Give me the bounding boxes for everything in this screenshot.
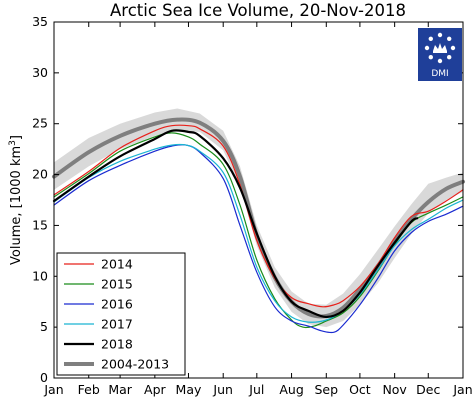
x-tick-label: Jul [248, 382, 264, 397]
plot-frame [53, 21, 464, 379]
x-axis: Jan Feb Mar Apr May Jun Jul Aug Sep Oct Nov Dec Jan [43, 22, 473, 397]
legend-label: 2004-2013 [101, 357, 169, 372]
y-axis-label-end: ] [9, 135, 24, 140]
y-tick-label: 20 [32, 167, 48, 182]
legend: 2014 2015 2016 2017 2018 2004-2013 [56, 252, 186, 376]
crown-icon [433, 43, 447, 53]
logo-dot [437, 32, 443, 38]
legend-items: 2014 2015 2016 2017 2018 2004-2013 [64, 257, 169, 372]
y-tick-label: 5 [40, 319, 48, 334]
y-axis: 0 5 10 15 20 25 30 35 [32, 14, 463, 385]
x-tick-label: Nov [382, 382, 407, 397]
series-line-2017 [53, 143, 464, 323]
logo-dot [447, 55, 452, 60]
legend-label: 2016 [101, 297, 133, 312]
legend-box [56, 252, 186, 376]
legend-label: 2017 [101, 317, 133, 332]
y-axis-label: Volume, [1000 km3] [8, 135, 24, 265]
x-tick-label: Sep [315, 382, 339, 397]
dmi-logo-dots [424, 32, 456, 64]
dmi-logo: DMI [418, 28, 462, 81]
logo-dot [428, 55, 433, 60]
y-axis-label-superscript: 3 [8, 140, 18, 146]
y-axis-label-main: Volume, [1000 km [9, 146, 24, 265]
y-tick-label: 0 [40, 370, 48, 385]
x-tick-label: Mar [108, 382, 132, 397]
y-tick-label: 10 [32, 268, 48, 283]
y-tick-label: 15 [32, 217, 48, 232]
x-tick-label: Jan [43, 382, 63, 397]
y-tick-label: 30 [32, 65, 48, 80]
y-tick-label: 25 [32, 116, 48, 131]
logo-dot [428, 36, 433, 41]
logo-dot [437, 58, 443, 64]
logo-dot [447, 36, 452, 41]
legend-label: 2018 [101, 337, 133, 352]
x-tick-label: Dec [416, 382, 440, 397]
series-line-2018 [52, 129, 419, 319]
x-tick-label: Jan [452, 382, 472, 397]
x-tick-label: Apr [144, 382, 166, 397]
x-tick-label: Oct [349, 382, 371, 397]
x-tick-label: May [176, 382, 202, 397]
legend-label: 2014 [101, 257, 133, 272]
x-tick-label: Feb [78, 382, 100, 397]
logo-dot [424, 45, 430, 51]
series-line-2014 [53, 124, 464, 308]
series-line-2016 [53, 144, 464, 334]
dmi-logo-text: DMI [431, 69, 448, 79]
x-tick-label: Jun [212, 382, 233, 397]
logo-dot [450, 45, 456, 51]
series-layer [52, 117, 465, 334]
legend-label: 2015 [101, 277, 133, 292]
y-tick-label: 35 [32, 14, 48, 29]
x-tick-label: Aug [279, 382, 303, 397]
chart-title: Arctic Sea Ice Volume, 20-Nov-2018 [110, 1, 406, 20]
